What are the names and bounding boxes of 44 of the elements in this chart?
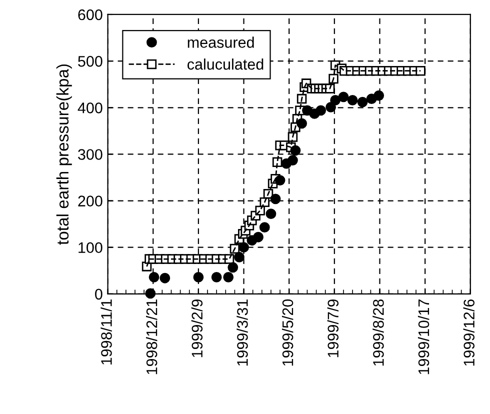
- point: [148, 272, 160, 282]
- point: [288, 155, 298, 166]
- x-tick-label: 1999/10/17: [418, 300, 430, 374]
- y-axis-title: total earth pressure(kpa): [56, 64, 72, 245]
- x-tick-label: 1999/7/9: [327, 300, 339, 358]
- point: [338, 92, 349, 102]
- x-tick-label: 1998/11/1: [100, 300, 112, 364]
- y-tick-label: 400: [78, 102, 102, 114]
- legend-label: measured: [188, 36, 254, 48]
- point: [290, 145, 301, 156]
- point: [253, 232, 264, 242]
- x-tick-label: 1999/2/9: [191, 300, 203, 358]
- y-tick-label: 100: [78, 242, 102, 254]
- y-tick-label: 300: [78, 149, 102, 160]
- point: [330, 94, 341, 106]
- y-tick-label: 0: [95, 288, 102, 300]
- y-tick-label: 600: [78, 9, 102, 20]
- point: [193, 272, 204, 282]
- y-tick-label: 500: [78, 56, 102, 67]
- x-tick-label: 1998/12/21: [146, 300, 158, 374]
- point: [211, 272, 222, 282]
- point: [228, 262, 238, 273]
- point: [326, 102, 336, 112]
- point: [238, 242, 249, 253]
- point: [270, 194, 281, 204]
- point: [274, 175, 286, 186]
- x-tick-label: 1999/8/28: [372, 299, 384, 366]
- point: [357, 96, 368, 108]
- point: [374, 90, 384, 101]
- point: [347, 94, 358, 106]
- point: [234, 252, 244, 262]
- y-tick-label: 200: [78, 196, 102, 206]
- x-tick-label: 1999/12/6: [463, 299, 474, 366]
- point: [145, 288, 156, 299]
- x-tick-label: 1999/3/31: [236, 300, 248, 366]
- point: [266, 208, 276, 220]
- point: [316, 105, 326, 116]
- legend-label: caluculated: [188, 58, 264, 70]
- point: [296, 118, 307, 129]
- x-tick-label: 1999/5/20: [282, 299, 294, 366]
- point: [259, 222, 270, 233]
- point: [416, 66, 426, 76]
- point: [160, 272, 170, 284]
- point: [223, 272, 234, 282]
